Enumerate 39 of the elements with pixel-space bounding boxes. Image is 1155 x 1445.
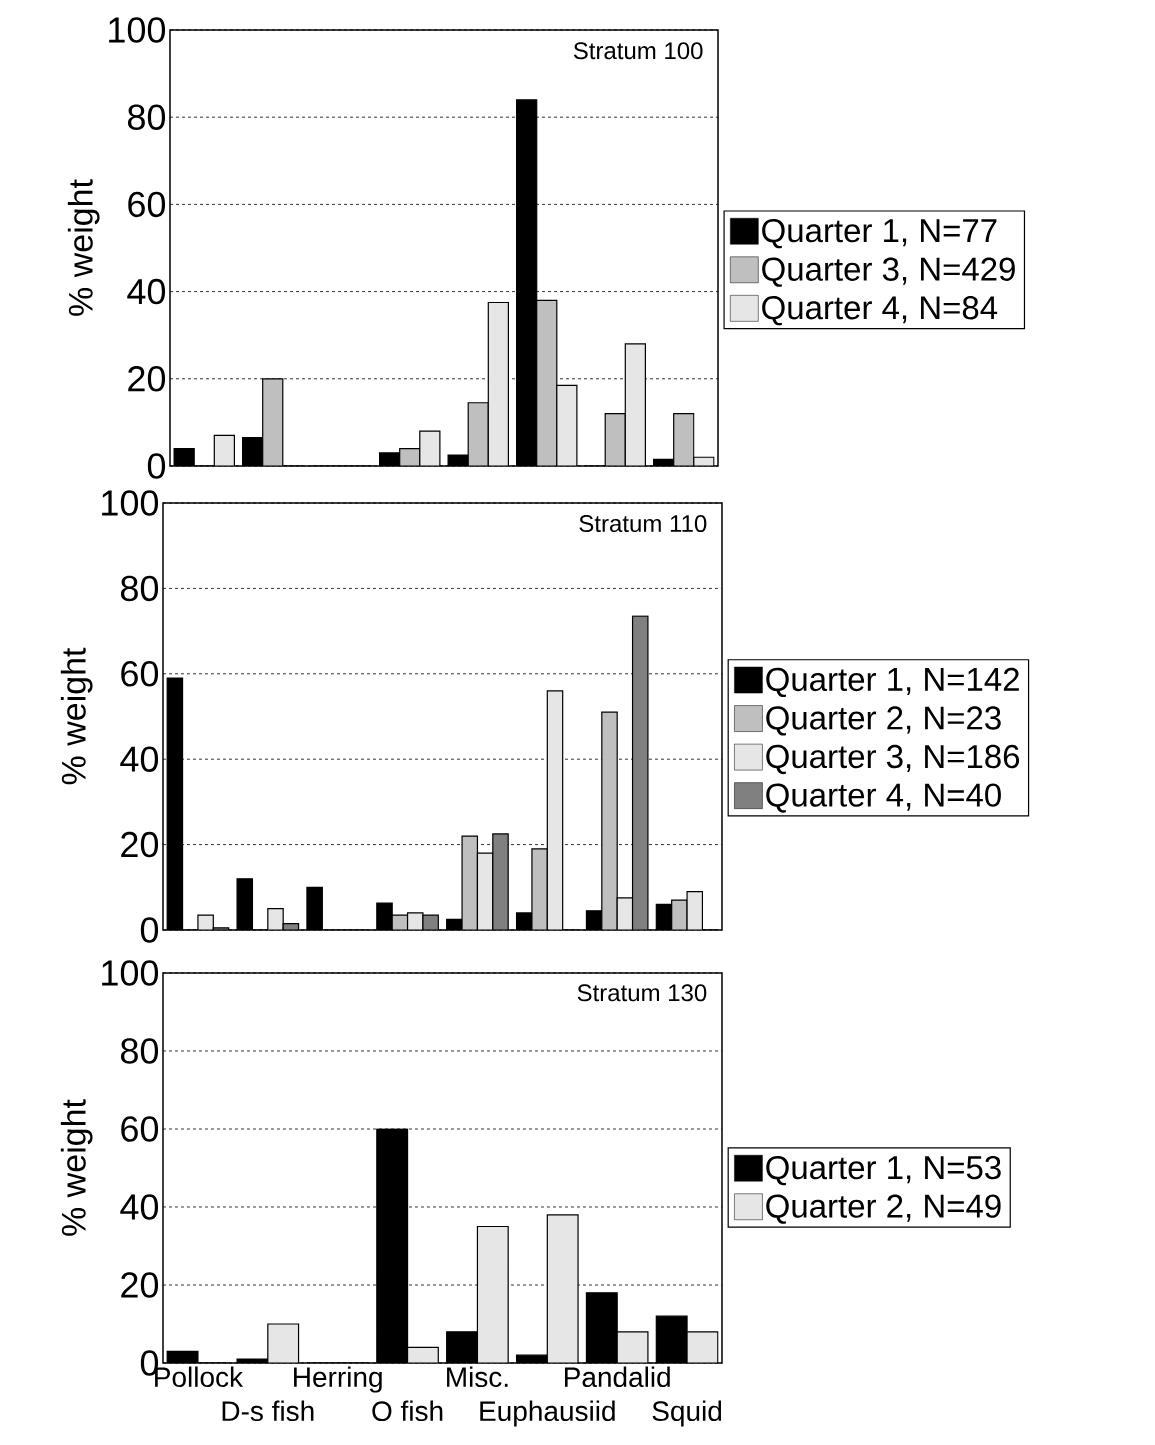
y-tick-label: 40 <box>127 278 166 305</box>
y-tick-label: 80 <box>120 575 159 602</box>
legend-label: Quarter 1, N=77 <box>762 218 997 249</box>
legend-label: Quarter 1, N=142 <box>766 667 1019 698</box>
chart-title: Stratum 130 <box>577 984 707 1002</box>
y-tick-label: 20 <box>128 366 166 392</box>
legend-label: Quarter 3, N=429 <box>762 257 1015 287</box>
y-axis-title: % weight <box>67 179 100 316</box>
y-tick-label: 40 <box>120 746 159 772</box>
y-tick-label: 100 <box>102 490 159 516</box>
x-tick-label: Euphausiid <box>480 1400 615 1427</box>
x-tick-label: D-s fish <box>222 1400 314 1422</box>
y-tick-label: 40 <box>120 1194 159 1220</box>
legend-label: Quarter 3, N=186 <box>766 744 1020 775</box>
y-tick-label: 80 <box>127 104 166 130</box>
legend-label: Quarter 2, N=49 <box>766 1194 1001 1224</box>
y-tick-label: 20 <box>121 831 159 858</box>
x-tick-label: Herring <box>294 1366 382 1393</box>
y-tick-label: 60 <box>128 191 166 218</box>
chart-title: Stratum 110 <box>579 515 707 533</box>
y-tick-label: 60 <box>121 1116 159 1142</box>
x-tick-label: Misc. <box>447 1366 508 1388</box>
x-tick-label: Squid <box>652 1400 722 1427</box>
y-tick-label: 60 <box>121 661 159 687</box>
legend-label: Quarter 2, N=23 <box>766 706 1001 736</box>
y-axis-title: % weight <box>60 647 93 785</box>
y-tick-label: 20 <box>121 1272 159 1298</box>
y-tick-label: 0 <box>147 453 166 479</box>
legend-label: Quarter 1, N=53 <box>766 1155 1001 1186</box>
x-tick-label: Pandalid <box>564 1366 670 1388</box>
y-tick-label: 100 <box>102 960 159 986</box>
y-tick-label: 0 <box>140 917 159 943</box>
legend-label: Quarter 4, N=84 <box>762 296 998 326</box>
y-tick-label: 80 <box>120 1038 159 1064</box>
y-tick-label: 100 <box>109 17 166 43</box>
legend-label: Quarter 4, N=40 <box>766 783 1001 813</box>
y-axis-title: % weight <box>60 1099 93 1236</box>
x-tick-label: O fish <box>372 1400 443 1422</box>
chart-title: Stratum 100 <box>573 42 703 60</box>
